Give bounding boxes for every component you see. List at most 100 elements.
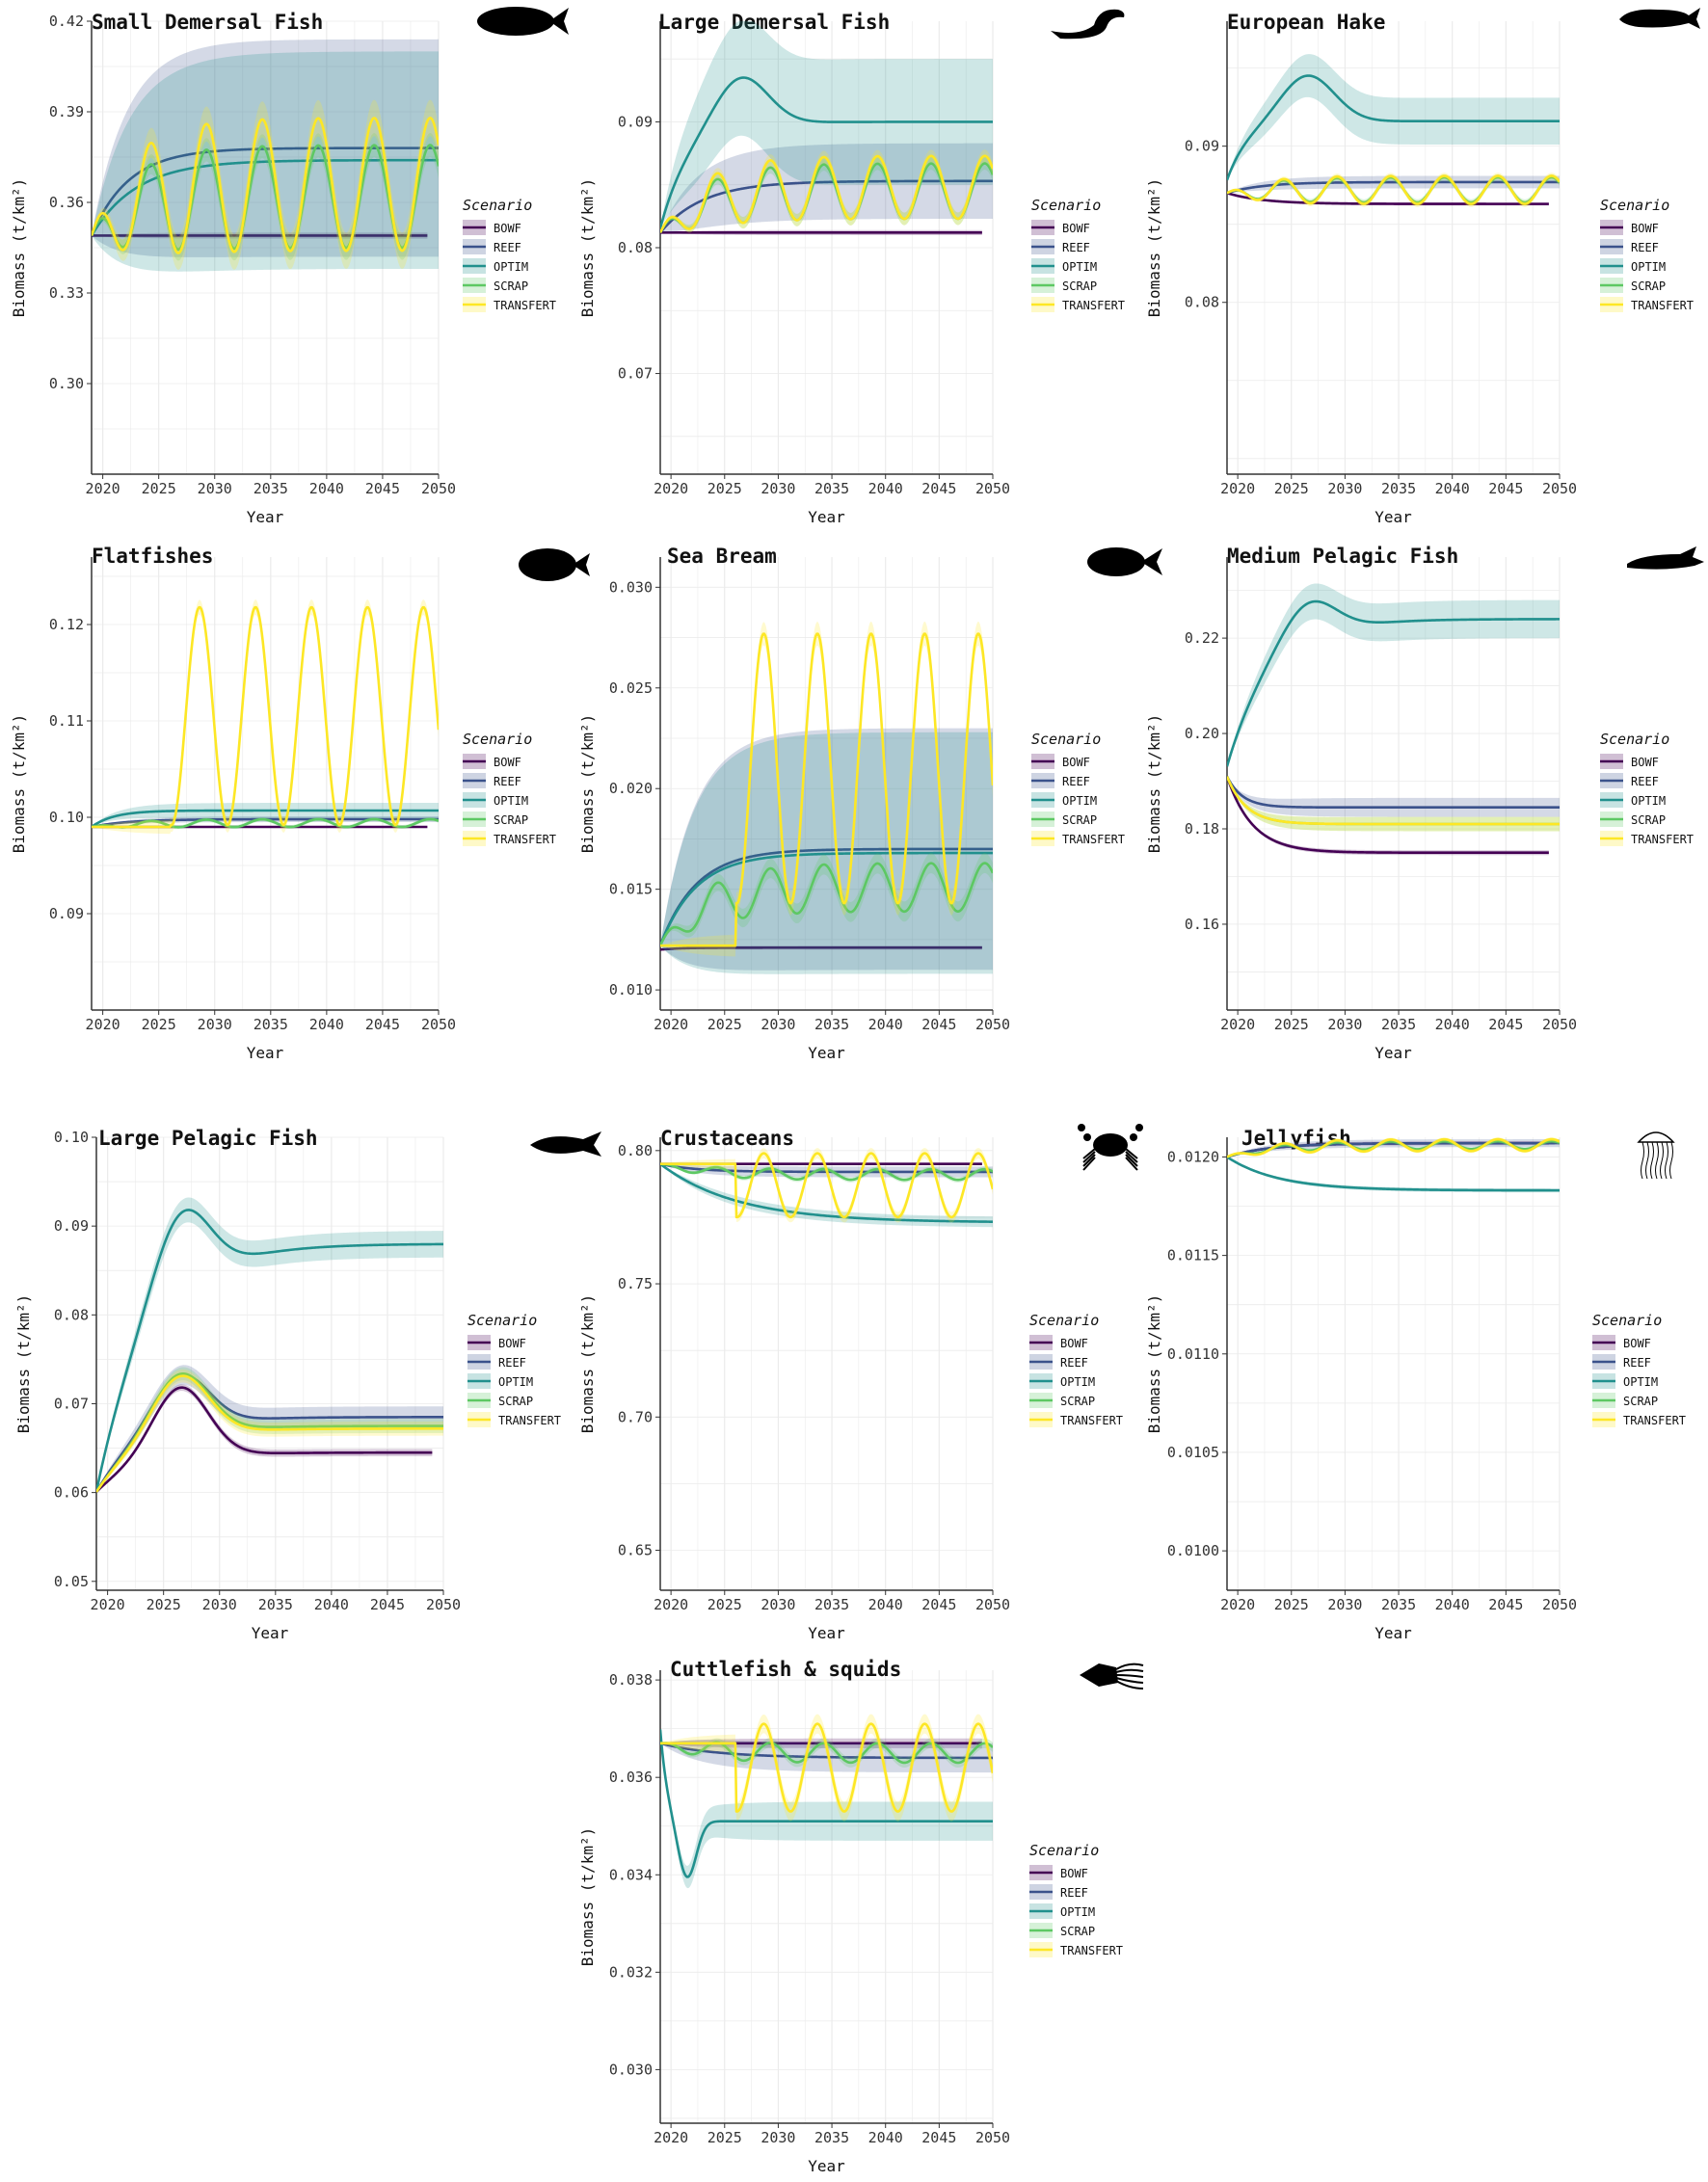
- y-tick-label: 0.09: [618, 113, 653, 130]
- y-tick-label: 0.18: [1185, 820, 1219, 838]
- legend-label: REEF: [1062, 241, 1090, 254]
- legend-label: BOWF: [1623, 1337, 1651, 1350]
- ci-band-scrap: [92, 133, 439, 261]
- y-tick-label: 0.07: [618, 365, 653, 383]
- y-tick-label: 0.75: [618, 1275, 653, 1292]
- chart-panel: 2020 2025 2030 2035 2040 2045 2050 0.65 0.70 0.75…: [578, 1124, 1143, 1642]
- x-tick-label: 2025: [707, 1596, 742, 1613]
- series-line-transfert: [1227, 174, 1560, 205]
- series-group: [660, 1714, 993, 1889]
- x-tick-label: 2050: [1542, 1596, 1577, 1613]
- legend-label: BOWF: [1062, 222, 1090, 235]
- x-tick-label: 2050: [975, 2129, 1010, 2146]
- legend-label: TRANSFERT: [1623, 1414, 1686, 1427]
- ci-band-optim: [1227, 54, 1560, 180]
- y-tick-label: 0.30: [49, 375, 84, 392]
- series-line-reef: [1227, 775, 1560, 810]
- y-tick-label: 0.015: [609, 881, 653, 898]
- legend-label: REEF: [494, 775, 521, 788]
- jellyfish-icon: [1637, 1131, 1675, 1180]
- x-tick-label: 2035: [1381, 1596, 1416, 1613]
- legend: Scenario BOWF REEF OPTIM SCRAP TRANSFERT: [1029, 1842, 1123, 1957]
- chart-title: European Hake: [1227, 11, 1385, 34]
- x-tick-label: 2045: [1488, 480, 1523, 497]
- y-tick-label: 0.032: [609, 1963, 653, 1981]
- series-line-scrap: [92, 817, 439, 829]
- x-tick-label: 2030: [198, 480, 232, 497]
- legend-label: BOWF: [494, 222, 521, 235]
- y-tick-label: 0.10: [49, 809, 84, 826]
- ci-band-transfert: [92, 99, 439, 270]
- series-line-scrap: [660, 862, 993, 946]
- series-group: [660, 21, 993, 235]
- y-tick-label: 0.030: [609, 578, 653, 596]
- x-tick-label: 2035: [254, 1016, 288, 1033]
- series-line-reef: [660, 847, 993, 946]
- y-axis-title: Biomass (t/km²): [1145, 1294, 1163, 1434]
- grid: [1227, 557, 1561, 1010]
- legend: Scenario BOWF REEF OPTIM SCRAP TRANSFERT: [463, 197, 556, 312]
- series-line-reef: [660, 179, 993, 234]
- legend-label: BOWF: [494, 756, 521, 769]
- x-tick-label: 2030: [761, 2129, 795, 2146]
- legend-label: BOWF: [1060, 1337, 1088, 1350]
- x-tick-label: 2025: [707, 2129, 742, 2146]
- y-tick-label: 0.030: [609, 2061, 653, 2078]
- x-tick-label: 2045: [921, 2129, 956, 2146]
- legend-label: OPTIM: [1631, 794, 1666, 808]
- y-tick-label: 0.09: [1185, 138, 1219, 155]
- legend-label: TRANSFERT: [498, 1414, 561, 1427]
- x-axis-title: Year: [247, 1044, 284, 1062]
- x-tick-label: 2020: [1220, 480, 1255, 497]
- x-tick-label: 2040: [868, 1596, 903, 1613]
- legend-label: BOWF: [1631, 222, 1659, 235]
- y-axis-title: Biomass (t/km²): [578, 714, 597, 854]
- x-tick-label: 2020: [91, 1596, 125, 1613]
- series-line-transfert: [1227, 776, 1560, 826]
- series-group: [92, 39, 439, 272]
- series-line-bowf: [1227, 776, 1550, 855]
- y-tick-label: 0.08: [618, 239, 653, 256]
- ci-band-optim: [660, 1729, 993, 1889]
- legend-title: Scenario: [467, 1312, 537, 1329]
- x-tick-label: 2050: [1542, 1016, 1577, 1033]
- y-tick-label: 0.0120: [1167, 1148, 1219, 1165]
- legend-title: Scenario: [463, 197, 532, 214]
- x-tick-label: 2035: [814, 480, 849, 497]
- legend: Scenario BOWF REEF OPTIM SCRAP TRANSFERT: [1031, 731, 1125, 846]
- legend-label: OPTIM: [1060, 1905, 1095, 1919]
- x-tick-label: 2040: [868, 1016, 903, 1033]
- legend-label: REEF: [1060, 1356, 1088, 1370]
- y-axis-title: Biomass (t/km²): [1145, 714, 1163, 854]
- x-tick-label: 2020: [654, 2129, 688, 2146]
- x-tick-label: 2040: [309, 1016, 344, 1033]
- x-axis-title: Year: [1374, 1044, 1412, 1062]
- legend-title: Scenario: [463, 731, 532, 748]
- chart-title: Cuttlefish & squids: [670, 1658, 901, 1681]
- series-line-transfert: [92, 117, 439, 254]
- x-tick-label: 2030: [761, 1596, 795, 1613]
- ci-band-transfert: [1227, 776, 1560, 832]
- legend-label: REEF: [1631, 241, 1659, 254]
- x-tick-label: 2050: [975, 1596, 1010, 1613]
- legend-label: SCRAP: [1060, 1925, 1095, 1938]
- series-line-transfert: [660, 154, 993, 233]
- legend-label: SCRAP: [1060, 1395, 1095, 1408]
- x-tick-label: 2035: [254, 480, 288, 497]
- y-tick-label: 0.05: [54, 1573, 89, 1590]
- y-tick-label: 0.33: [49, 284, 84, 302]
- grid: [1227, 21, 1561, 474]
- ci-band-optim: [1227, 1157, 1560, 1193]
- legend-label: TRANSFERT: [1060, 1414, 1123, 1427]
- y-axis-title: Biomass (t/km²): [578, 1827, 597, 1967]
- legend-label: TRANSFERT: [1631, 299, 1694, 312]
- ci-band-bowf: [96, 1384, 433, 1492]
- series-group: [1227, 54, 1560, 207]
- series-line-optim: [660, 1162, 993, 1223]
- ci-band-optim: [660, 21, 993, 228]
- legend-title: Scenario: [1029, 1312, 1099, 1329]
- x-tick-label: 2050: [975, 1016, 1010, 1033]
- chart-panel: 2020 2025 2030 2035 2040 2045 2050 0.30 0.33 0.36…: [10, 7, 569, 526]
- series-line-optim: [1227, 599, 1560, 767]
